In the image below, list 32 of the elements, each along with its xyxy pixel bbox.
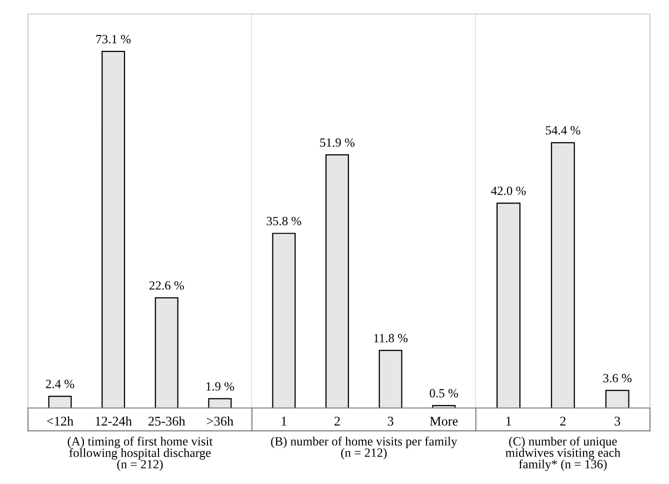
x-axis-title: (B) number of home visits per family (n = 212) <box>271 436 458 460</box>
bar <box>154 297 178 408</box>
data-label: 11.8 % <box>374 334 408 342</box>
x-tick-label: 3 <box>614 416 620 426</box>
data-label: 54.4 % <box>546 126 580 135</box>
x-tick-label: 12-24h <box>96 416 132 426</box>
data-label: 1.9 % <box>206 382 234 391</box>
x-tick-label: >36h <box>206 416 234 426</box>
bar <box>272 232 296 408</box>
data-label: 2.4 % <box>46 380 74 388</box>
data-label: 42.0 % <box>491 186 526 196</box>
bar <box>48 396 72 408</box>
bar <box>102 50 126 408</box>
data-label: 22.6 % <box>149 281 184 290</box>
data-label: 0.5 % <box>430 389 458 398</box>
bar <box>325 154 349 408</box>
x-tick-label: 2 <box>334 416 340 426</box>
data-label: 35.8 % <box>266 216 302 226</box>
x-tick-label: 2 <box>560 416 566 426</box>
x-tick-label: 25-36h <box>148 416 186 426</box>
data-label: 3.6 % <box>603 374 632 382</box>
x-axis-title: (A) timing of first home visit following hospital discharge (n = 212) <box>68 436 213 471</box>
x-tick-label: 1 <box>506 416 511 426</box>
bar <box>378 350 402 408</box>
data-label: 51.9 % <box>320 138 355 147</box>
x-tick-label: 1 <box>282 416 286 426</box>
data-label: 73.1 % <box>96 34 131 44</box>
bar <box>208 398 232 408</box>
x-tick-label: <12h <box>47 416 74 426</box>
x-tick-label: 3 <box>388 416 394 426</box>
x-tick-label: More <box>430 416 458 426</box>
x-axis-title: (C) number of unique midwives visiting each family* (n = 136) <box>506 436 620 471</box>
